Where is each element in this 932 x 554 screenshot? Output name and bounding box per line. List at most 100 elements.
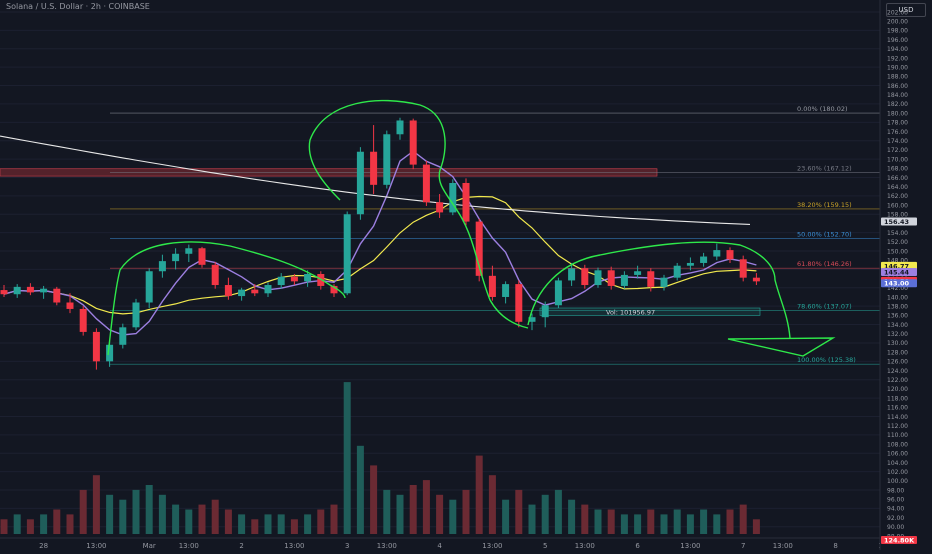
volume-bar bbox=[686, 514, 694, 534]
x-tick-label: 6 bbox=[635, 542, 640, 550]
candle-body bbox=[396, 120, 404, 135]
price-tick-label: 114.00 bbox=[887, 414, 908, 421]
price-label-box bbox=[881, 279, 917, 288]
x-tick-label: 13:00 bbox=[575, 542, 595, 550]
candle-body bbox=[211, 264, 219, 286]
volume-bars bbox=[0, 382, 760, 534]
price-label-text: 156.43 bbox=[884, 218, 909, 226]
candle-body bbox=[53, 288, 61, 303]
candle-body bbox=[713, 250, 721, 257]
candle-body bbox=[343, 214, 351, 294]
candle-body bbox=[40, 288, 48, 293]
candles bbox=[0, 117, 760, 370]
candle-body bbox=[700, 256, 708, 263]
price-tick-label: 150.00 bbox=[887, 248, 908, 255]
price-tick-label: 116.00 bbox=[887, 405, 908, 412]
candle-body bbox=[224, 285, 232, 297]
price-tick-label: 158.00 bbox=[887, 212, 908, 219]
volume-bar bbox=[449, 499, 457, 534]
price-tick-label: 104.00 bbox=[887, 460, 908, 467]
price-label-text: 145.44 bbox=[884, 268, 910, 276]
price-tick-label: 196.00 bbox=[887, 37, 908, 44]
candle-body bbox=[449, 182, 457, 213]
price-tick-label: 166.00 bbox=[887, 175, 908, 182]
candle-body bbox=[634, 271, 642, 275]
fib-level-label: 78.60% (137.07) bbox=[797, 302, 852, 310]
volume-bar bbox=[211, 499, 219, 534]
drawing-head bbox=[308, 99, 529, 329]
price-tick-label: 140.00 bbox=[887, 294, 908, 301]
x-tick-label: 4 bbox=[437, 542, 442, 550]
volume-bar bbox=[673, 509, 681, 534]
candle-body bbox=[726, 250, 734, 260]
fib-level-label: 61.80% (146.26) bbox=[797, 260, 852, 268]
volume-bar bbox=[185, 509, 193, 534]
price-tick-label: 126.00 bbox=[887, 359, 908, 366]
currency-label[interactable]: USD bbox=[886, 3, 926, 17]
candle-body bbox=[26, 286, 34, 293]
price-label-box bbox=[881, 217, 917, 226]
price-tick-label: 202.00 bbox=[887, 9, 908, 16]
price-tick-label: 90.00 bbox=[887, 524, 904, 531]
volume-bar bbox=[330, 504, 338, 534]
volume-bar bbox=[488, 475, 496, 534]
volume-bar bbox=[0, 519, 8, 534]
candle-body bbox=[647, 271, 655, 287]
price-axis-ticks: 202.00 200.00 198.00 196.00 194.00 192.00 190.… bbox=[887, 9, 908, 540]
moving-average-white bbox=[0, 135, 751, 225]
volume-bar bbox=[304, 514, 312, 534]
price-tick-label: 98.00 bbox=[887, 487, 904, 494]
volume-bar bbox=[198, 504, 206, 534]
volume-bar bbox=[277, 514, 285, 534]
price-tick-label: 198.00 bbox=[887, 28, 908, 35]
x-axis-ticks: 28 13:00 Mar 13:00 2 13:00 3 13:00 4 13:00 5 13:00 6… bbox=[39, 542, 898, 550]
volume-bar bbox=[594, 509, 602, 534]
candle-body bbox=[502, 284, 510, 297]
x-tick-label: 13:00 bbox=[179, 542, 199, 550]
candle-body bbox=[620, 274, 628, 286]
price-tick-label: 168.00 bbox=[887, 166, 908, 173]
price-tick-label: 152.00 bbox=[887, 239, 908, 246]
volume-bar bbox=[251, 519, 259, 534]
price-tick-label: 190.00 bbox=[887, 64, 908, 71]
fib-level-label: 100.00% (125.38) bbox=[797, 356, 856, 364]
candle-body bbox=[145, 271, 153, 303]
candle-body bbox=[172, 253, 180, 262]
volume-bar bbox=[528, 504, 536, 534]
volume-bar bbox=[356, 445, 364, 534]
candle-body bbox=[66, 302, 74, 309]
volume-bar bbox=[370, 465, 378, 534]
x-tick-label: 13:00 bbox=[680, 542, 700, 550]
candle-body bbox=[515, 284, 523, 322]
volume-bar bbox=[409, 485, 417, 534]
candle-body bbox=[0, 290, 8, 295]
volume-bar bbox=[475, 455, 483, 534]
price-tick-label: 136.00 bbox=[887, 313, 908, 320]
price-tick-label: 102.00 bbox=[887, 469, 908, 476]
price-tick-label: 134.00 bbox=[887, 322, 908, 329]
price-tick-label: 128.00 bbox=[887, 349, 908, 356]
volume-bar bbox=[502, 499, 510, 534]
price-tick-label: 100.00 bbox=[887, 478, 908, 485]
volume-bar bbox=[607, 509, 615, 534]
price-tick-label: 194.00 bbox=[887, 46, 908, 53]
moving-average-purple bbox=[3, 150, 757, 336]
volume-bar bbox=[436, 494, 444, 534]
candle-body bbox=[238, 289, 246, 297]
volume-bar bbox=[145, 485, 153, 534]
x-tick-label: Mar bbox=[143, 542, 156, 550]
candle-body bbox=[488, 275, 496, 297]
drawing-left-shoulder bbox=[107, 241, 346, 356]
price-tick-label: 154.00 bbox=[887, 230, 908, 237]
volume-bar bbox=[647, 509, 655, 534]
candle-body bbox=[356, 151, 364, 215]
price-tick-label: 132.00 bbox=[887, 331, 908, 338]
price-tick-label: 110.00 bbox=[887, 432, 908, 439]
volume-bar bbox=[581, 504, 589, 534]
volume-bar bbox=[752, 519, 760, 534]
volume-bar bbox=[119, 499, 127, 534]
candle-body bbox=[752, 277, 760, 282]
